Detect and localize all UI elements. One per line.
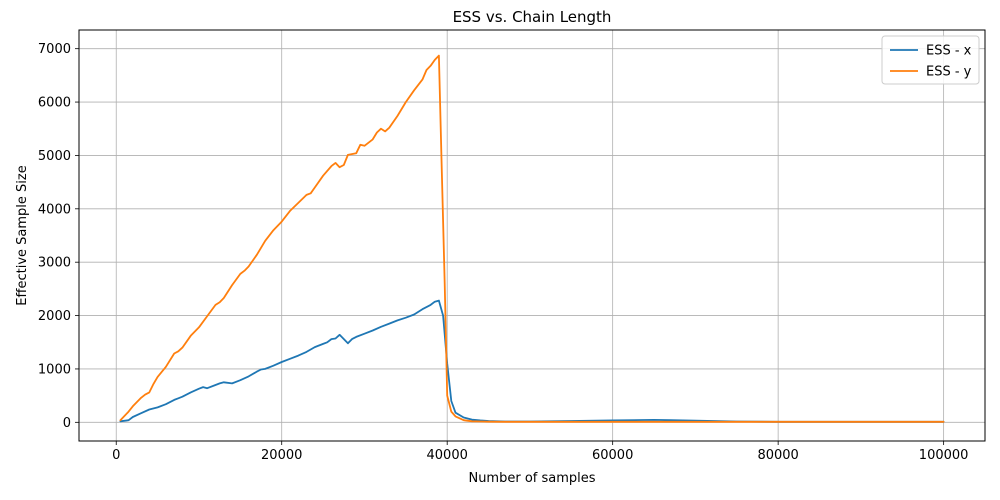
x-tick-label: 60000	[592, 448, 633, 463]
x-axis-ticks: 0 20000 40000 60000 80000 100000	[112, 441, 968, 463]
series-line-ess-y	[119, 54, 945, 423]
grid	[79, 30, 985, 441]
plot-area-frame	[78, 29, 986, 442]
y-tick-label: 4000	[38, 202, 71, 217]
x-tick-label: 0	[112, 448, 120, 463]
y-tick-label: 5000	[38, 149, 71, 164]
x-tick-label: 80000	[757, 448, 798, 463]
x-tick-label: 40000	[427, 448, 468, 463]
y-tick-label: 2000	[38, 309, 71, 324]
legend-entry-label: ESS - y	[926, 65, 972, 80]
y-axis-ticks: 0 1000 2000 3000 4000 5000 6000 7000	[38, 42, 79, 431]
y-tick-label: 3000	[38, 256, 71, 271]
x-axis-label: Number of samples	[468, 471, 595, 486]
y-tick-label: 7000	[38, 42, 71, 57]
y-tick-label: 6000	[38, 96, 71, 111]
x-tick-label: 100000	[919, 448, 969, 463]
x-tick-label: 20000	[261, 448, 302, 463]
y-axis-label: Effective Sample Size	[15, 165, 30, 305]
y-tick-label: 1000	[38, 362, 71, 377]
legend-box	[881, 35, 980, 85]
series-lines	[119, 54, 945, 423]
chart-title: ESS vs. Chain Length	[453, 8, 612, 26]
y-tick-label: 0	[63, 416, 71, 431]
legend: ESS - x ESS - y	[881, 35, 980, 85]
legend-entry-label: ESS - x	[926, 44, 972, 59]
